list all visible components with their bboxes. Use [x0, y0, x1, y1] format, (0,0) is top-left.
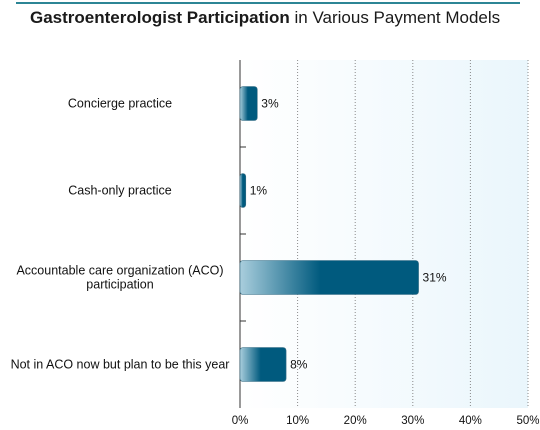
bar-value-label: 1%	[250, 184, 268, 198]
title-accent-rule	[16, 2, 520, 4]
x-tick-label: 10%	[286, 415, 309, 427]
bar-value-label: 3%	[261, 97, 279, 111]
chart-title-rest: in Various Payment Models	[289, 8, 501, 27]
bar	[239, 86, 258, 121]
bar	[239, 347, 287, 382]
x-tick-label: 40%	[459, 415, 482, 427]
category-label: Concierge practice	[68, 97, 172, 111]
x-tick-label: 20%	[344, 415, 367, 427]
bar	[239, 173, 247, 208]
category-label: Not in ACO now but plan to be this year	[11, 358, 230, 372]
x-tick-label: 50%	[516, 415, 539, 427]
plot-background	[240, 60, 528, 408]
bar-value-label: 8%	[290, 358, 308, 372]
chart-title-bold: Gastroenterologist Participation	[30, 8, 290, 27]
chart-title: Gastroenterologist Participation in Vari…	[30, 8, 500, 28]
x-tick-label: 30%	[401, 415, 424, 427]
category-label: Cash-only practice	[68, 184, 172, 198]
bar	[239, 260, 419, 295]
category-label: Accountable care organization (ACO) parti…	[16, 264, 223, 292]
bar-value-label: 31%	[423, 271, 447, 285]
x-tick-label: 0%	[232, 415, 249, 427]
